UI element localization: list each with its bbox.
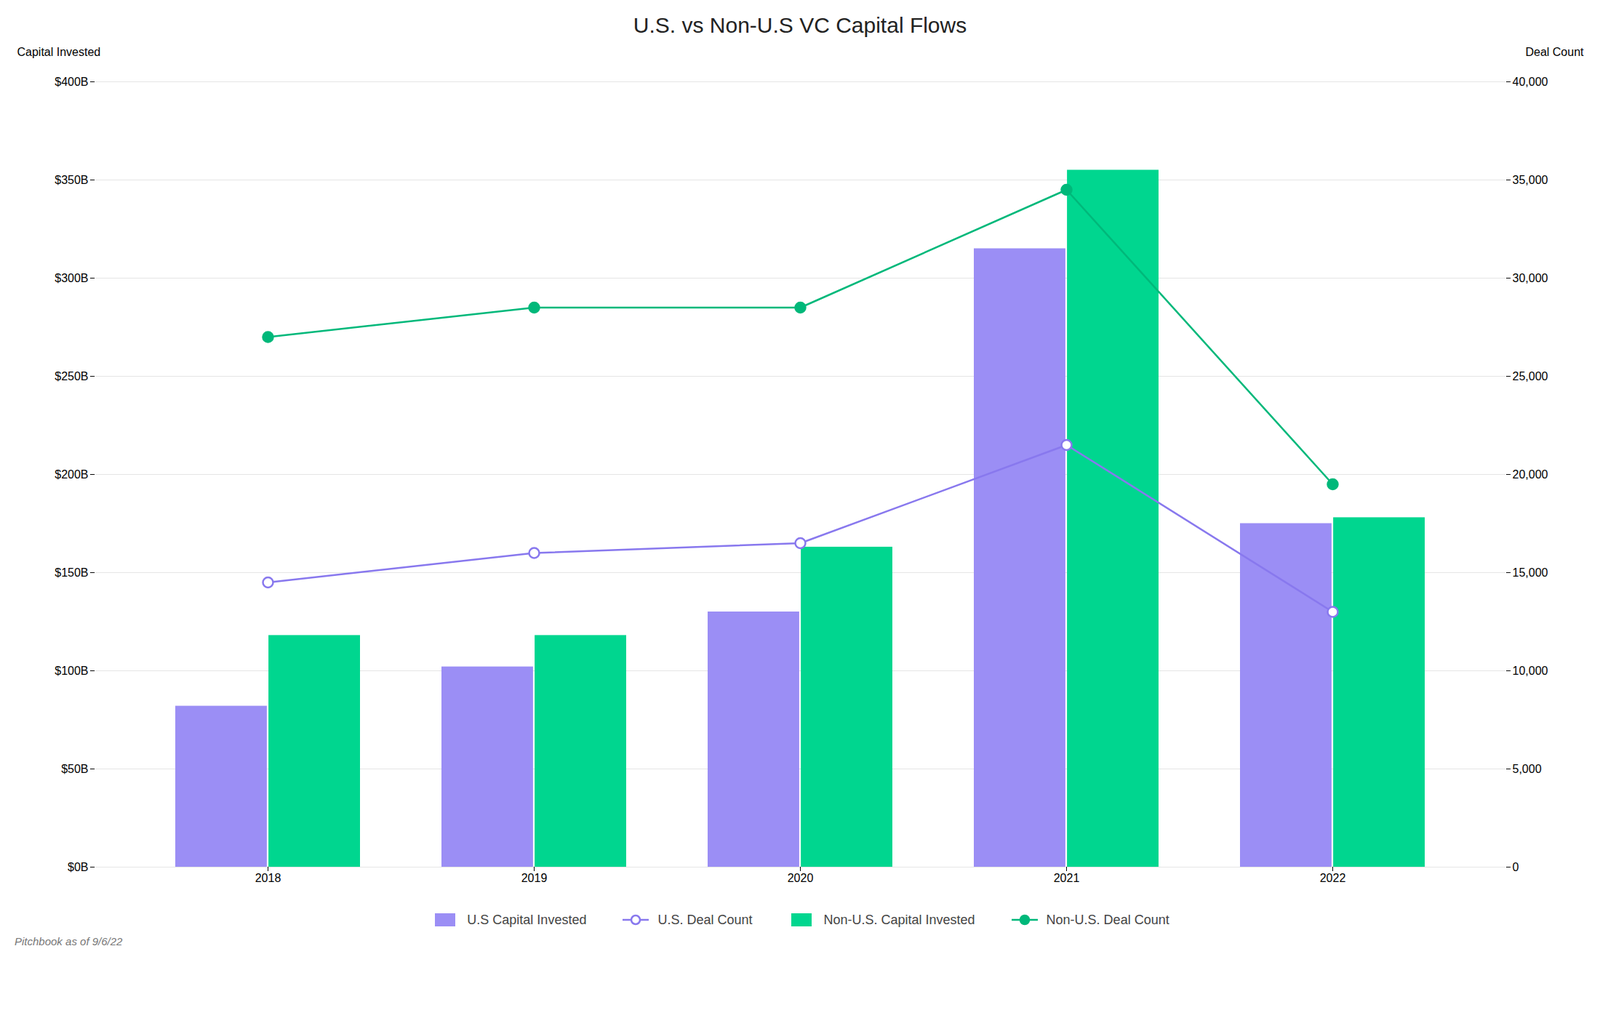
svg-text:$150B: $150B [54, 566, 88, 579]
html-text:U.S. Deal Count: U.S. Deal Count [657, 912, 753, 927]
html-text:Pitchbook as of 9/6/22: Pitchbook as of 9/6/22 [14, 935, 123, 948]
svg-text:0: 0 [1512, 861, 1520, 874]
svg-text:2020: 2020 [787, 872, 814, 885]
svg-text:$50B: $50B [61, 762, 88, 776]
svg-text:Capital Invested: Capital Invested [17, 45, 102, 59]
svg-text:20,000: 20,000 [1512, 468, 1549, 481]
html-text:Non-U.S. Capital Invested: Non-U.S. Capital Invested [823, 912, 975, 927]
svg-text:40,000: 40,000 [1512, 75, 1549, 88]
svg-text:2021: 2021 [1053, 872, 1080, 885]
svg-text:$0B: $0B [67, 861, 88, 874]
svg-text:$200B: $200B [54, 468, 88, 481]
svg-text:Deal Count: Deal Count [1525, 45, 1584, 59]
svg-text:$400B: $400B [54, 75, 88, 88]
svg-text:15,000: 15,000 [1512, 566, 1549, 579]
svg-text:2018: 2018 [255, 872, 282, 885]
svg-text:$350B: $350B [54, 173, 88, 187]
svg-text:10,000: 10,000 [1512, 664, 1549, 678]
html-text:U.S Capital Invested: U.S Capital Invested [467, 912, 587, 927]
svg-text:2022: 2022 [1320, 872, 1347, 885]
svg-text:35,000: 35,000 [1512, 173, 1549, 187]
html-text:U.S. vs Non-U.S VC Capital Flo: U.S. vs Non-U.S VC Capital Flows [633, 13, 967, 38]
svg-text:$250B: $250B [54, 370, 88, 383]
svg-text:25,000: 25,000 [1512, 370, 1549, 383]
svg-text:$100B: $100B [54, 664, 88, 678]
svg-text:30,000: 30,000 [1512, 272, 1549, 285]
svg-text:$300B: $300B [54, 272, 88, 285]
html-text:Non-U.S. Deal Count: Non-U.S. Deal Count [1046, 912, 1170, 927]
svg-text:2019: 2019 [521, 872, 548, 885]
svg-text:5,000: 5,000 [1512, 762, 1542, 776]
